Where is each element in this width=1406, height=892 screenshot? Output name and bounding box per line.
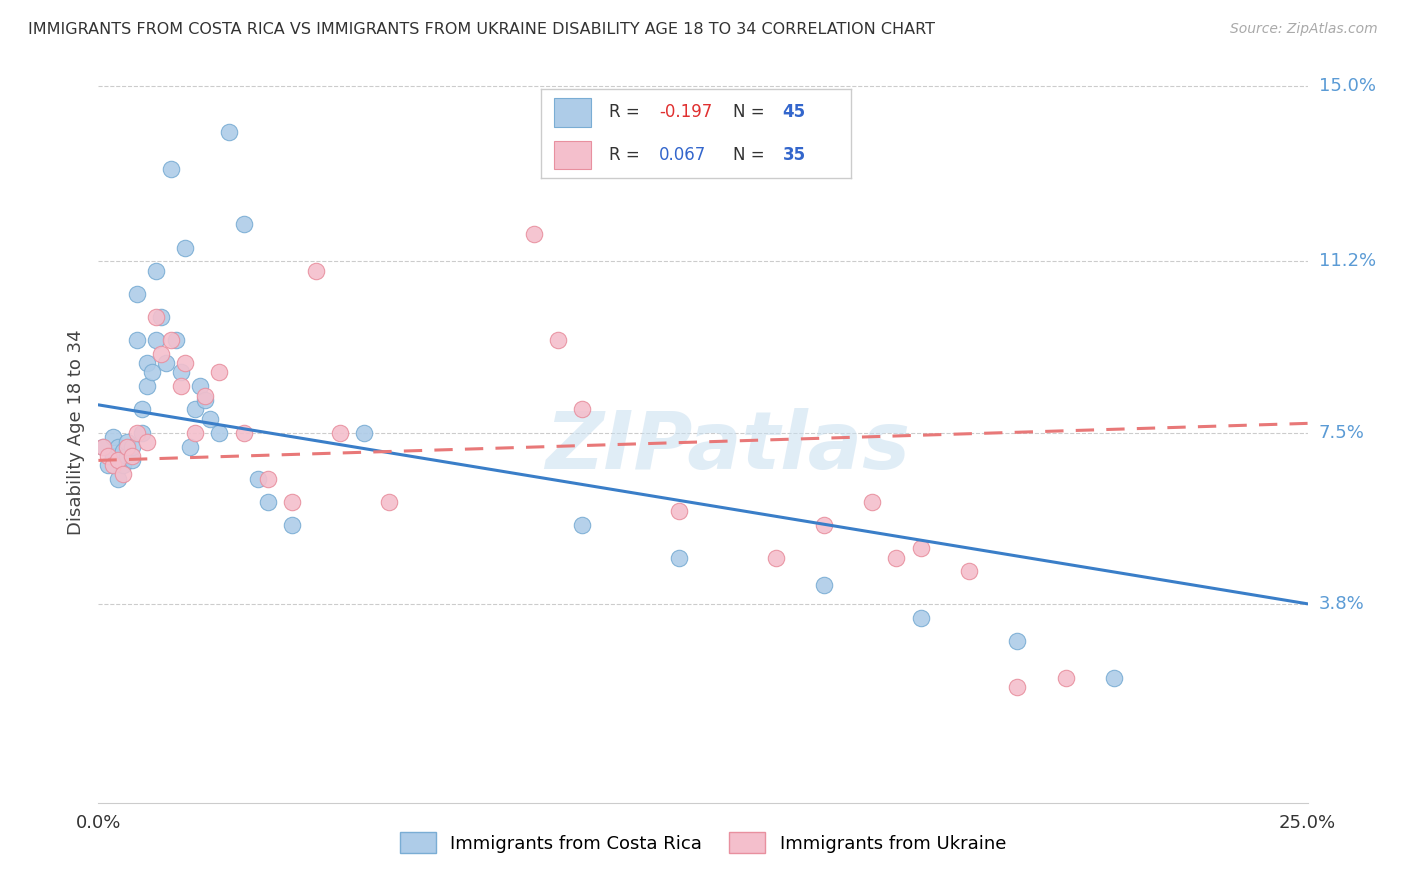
Point [111,467,134,482]
Text: Source: ZipAtlas.com: Source: ZipAtlas.com [1230,22,1378,37]
Point [256,472,278,486]
Text: 0.067: 0.067 [659,146,706,164]
Legend: Immigrants from Costa Rica, Immigrants from Ukraine: Immigrants from Costa Rica, Immigrants f… [392,825,1014,861]
Point [232,218,254,232]
Text: N =: N = [733,146,770,164]
Point [135,434,157,449]
Point [160,161,183,176]
Point [169,379,191,393]
Point [184,425,207,440]
Point [523,227,546,241]
Point [247,472,270,486]
Point [135,356,157,370]
Text: R =: R = [609,103,645,121]
Text: IMMIGRANTS FROM COSTA RICA VS IMMIGRANTS FROM UKRAINE DISABILITY AGE 18 TO 34 CO: IMMIGRANTS FROM COSTA RICA VS IMMIGRANTS… [28,22,935,37]
Point [91,440,114,454]
Point [107,453,129,467]
Point [194,393,217,408]
Text: ZIPatlas: ZIPatlas [544,409,910,486]
Text: 45: 45 [783,103,806,121]
Point [174,240,197,255]
Point [150,310,173,324]
Point [117,440,139,454]
Text: 35: 35 [783,146,806,164]
Point [127,286,149,301]
Point [547,333,569,347]
Point [131,402,153,417]
Point [886,550,908,565]
Point [198,411,221,425]
Text: 11.2%: 11.2% [1319,252,1376,270]
Point [256,495,278,509]
Bar [554,141,591,169]
Point [910,610,932,624]
Point [127,333,149,347]
Point [127,425,149,440]
Point [150,347,173,361]
Point [184,402,207,417]
Point [668,550,690,565]
Point [101,449,124,463]
Point [174,356,197,370]
Text: 7.5%: 7.5% [1319,424,1365,442]
Point [1054,671,1077,685]
Point [145,310,167,324]
Point [860,495,883,509]
Point [571,518,593,533]
Point [165,333,187,347]
Point [121,440,143,454]
Y-axis label: Disability Age 18 to 34: Disability Age 18 to 34 [66,330,84,535]
Point [1007,633,1029,648]
Text: -0.197: -0.197 [659,103,711,121]
Point [281,495,304,509]
Point [169,366,191,380]
Point [91,440,114,454]
Point [97,458,120,472]
Point [107,440,129,454]
Point [957,565,980,579]
Point [571,402,593,417]
Text: N =: N = [733,103,770,121]
Point [179,440,201,454]
Point [353,425,375,440]
Point [117,449,139,463]
Text: 3.8%: 3.8% [1319,595,1364,613]
Point [281,518,304,533]
Point [1007,680,1029,694]
Bar [554,98,591,127]
Point [813,578,835,592]
Point [101,430,124,444]
Point [145,263,167,277]
Point [97,449,120,463]
Point [145,333,167,347]
Point [765,550,787,565]
Text: 15.0%: 15.0% [1319,77,1375,95]
Point [107,472,129,486]
Point [111,458,134,472]
Point [329,425,352,440]
Point [377,495,399,509]
Point [155,356,177,370]
Point [101,458,124,472]
Point [121,449,143,463]
Point [131,425,153,440]
Point [111,444,134,458]
Point [208,366,231,380]
Point [188,379,211,393]
Point [668,504,690,518]
Point [194,389,217,403]
Point [135,379,157,393]
Point [305,263,328,277]
Point [218,125,240,139]
Point [208,425,231,440]
Point [910,541,932,556]
Point [160,333,183,347]
Text: R =: R = [609,146,645,164]
Point [117,434,139,449]
Point [232,425,254,440]
Point [813,518,835,533]
Point [141,366,163,380]
Point [121,453,143,467]
Point [1102,671,1125,685]
